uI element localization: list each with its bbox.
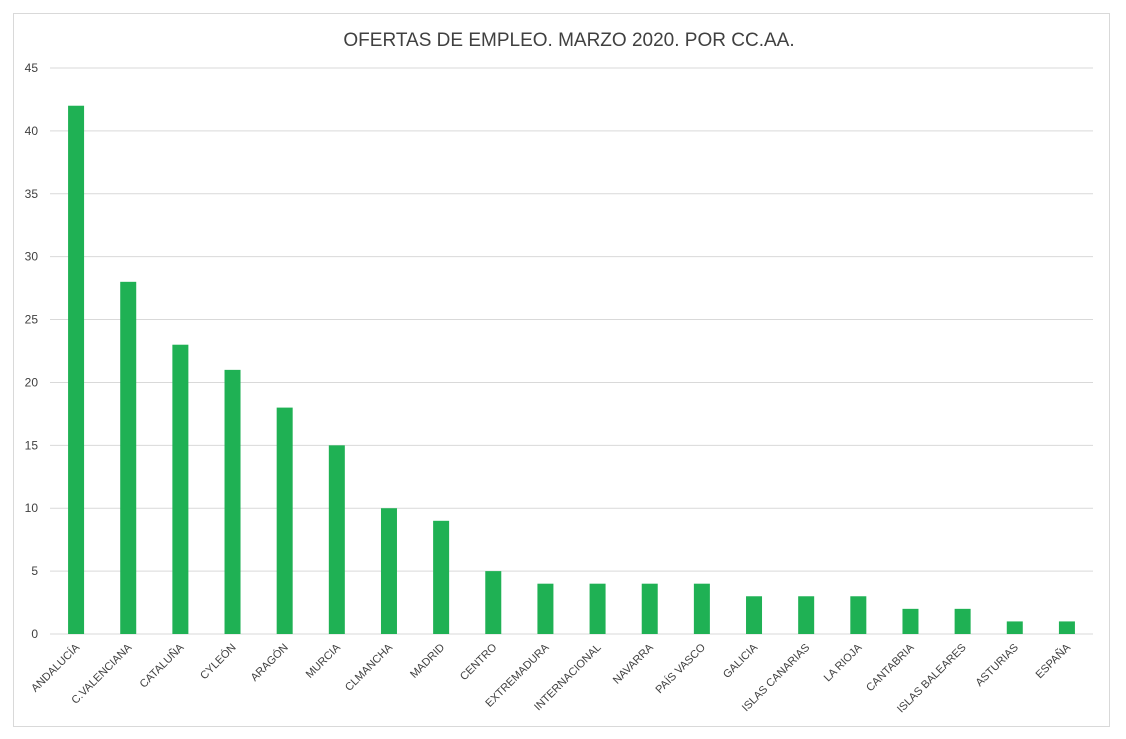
bar-4 bbox=[276, 407, 293, 634]
y-tick-label: 0 bbox=[31, 627, 38, 641]
bar-3 bbox=[224, 369, 241, 634]
y-tick-label: 40 bbox=[25, 124, 39, 138]
chart-title: OFERTAS DE EMPLEO. MARZO 2020. POR CC.AA… bbox=[343, 30, 794, 51]
bar-9 bbox=[537, 583, 554, 634]
x-tick-label: ESPAÑA bbox=[1033, 640, 1074, 681]
x-tick-label: CYLEÓN bbox=[197, 641, 238, 682]
y-tick-label: 10 bbox=[25, 501, 39, 515]
gridlines bbox=[50, 67, 1093, 635]
bar-2 bbox=[172, 344, 189, 634]
x-tick-label: CLMANCHA bbox=[343, 641, 396, 694]
y-axis-ticks: 0 5 10 15 20 25 30 35 40 45 bbox=[25, 61, 39, 641]
x-tick-label: GALICIA bbox=[721, 641, 761, 681]
x-tick-label: NAVARRA bbox=[611, 641, 656, 686]
y-tick-label: 30 bbox=[25, 250, 39, 264]
bar-10 bbox=[589, 583, 606, 634]
bar-17 bbox=[954, 608, 971, 634]
bar-6 bbox=[380, 508, 397, 634]
chart-frame bbox=[13, 13, 1110, 727]
bar-12 bbox=[693, 583, 710, 634]
x-tick-label: ASTURIAS bbox=[974, 642, 1021, 689]
x-tick-label: CANTABRIA bbox=[864, 641, 917, 694]
bar-13 bbox=[746, 596, 763, 634]
bars bbox=[68, 105, 1075, 634]
x-tick-label: MURCIA bbox=[304, 641, 344, 681]
bar-14 bbox=[798, 596, 815, 634]
y-tick-label: 25 bbox=[25, 313, 39, 327]
bar-7 bbox=[433, 520, 450, 634]
bar-8 bbox=[485, 571, 502, 634]
y-tick-label: 45 bbox=[25, 61, 39, 75]
x-tick-label: PAÍS VASCO bbox=[653, 641, 708, 696]
bar-19 bbox=[1058, 621, 1075, 634]
x-tick-label: MADRID bbox=[408, 642, 447, 681]
y-tick-label: 35 bbox=[25, 187, 39, 201]
y-tick-label: 20 bbox=[25, 375, 39, 389]
y-tick-label: 15 bbox=[25, 438, 39, 452]
x-tick-label: LA RIOJA bbox=[822, 641, 865, 684]
bar-18 bbox=[1006, 621, 1023, 634]
bar-5 bbox=[328, 445, 345, 634]
bar-1 bbox=[120, 281, 137, 634]
x-tick-label: CATALUÑA bbox=[137, 640, 187, 690]
bar-15 bbox=[850, 596, 867, 634]
x-tick-label: CENTRO bbox=[458, 641, 500, 683]
bar-16 bbox=[902, 608, 919, 634]
y-tick-label: 5 bbox=[31, 564, 38, 578]
bar-11 bbox=[641, 583, 658, 634]
bar-0 bbox=[68, 105, 85, 634]
x-tick-label: ANDALUCÍA bbox=[28, 640, 82, 694]
x-tick-label: ARAGÓN bbox=[248, 641, 291, 684]
